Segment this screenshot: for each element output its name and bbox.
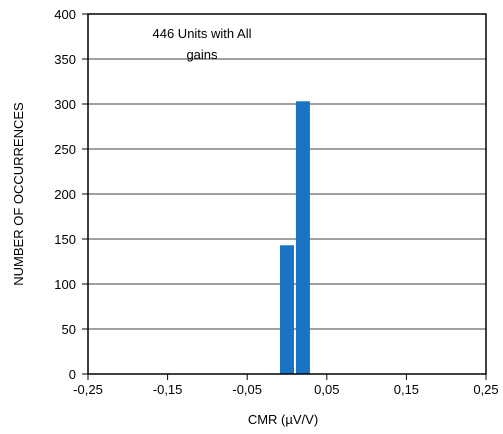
annotation-line-1: 446 Units with All xyxy=(153,26,252,41)
y-tick-labels: 0 50 100 150 200 250 300 350 400 xyxy=(54,7,76,382)
bars xyxy=(280,101,310,375)
x-tick-label: -0,05 xyxy=(232,382,262,397)
y-tick-label: 100 xyxy=(54,277,76,292)
y-tick-label: 350 xyxy=(54,52,76,67)
x-tick-label: 0,25 xyxy=(473,382,498,397)
y-tick-label: 50 xyxy=(62,322,76,337)
x-tick-label: -0,25 xyxy=(73,382,103,397)
grid-lines xyxy=(88,58,486,330)
x-axis-title: CMR (µV/V) xyxy=(248,412,318,427)
y-axis-title: NUMBER OF OCCURRENCES xyxy=(11,102,26,286)
y-tick-label: 400 xyxy=(54,7,76,22)
x-tick-label: 0,15 xyxy=(394,382,419,397)
y-tick-label: 200 xyxy=(54,187,76,202)
y-tick-label: 250 xyxy=(54,142,76,157)
annotation-line-2: gains xyxy=(186,47,218,62)
y-tick-label: 0 xyxy=(69,367,76,382)
x-tick-label: 0,05 xyxy=(314,382,339,397)
y-tick-label: 300 xyxy=(54,97,76,112)
x-tick-labels: -0,25 -0,15 -0,05 0,05 0,15 0,25 xyxy=(73,382,498,397)
x-tick-label: -0,15 xyxy=(153,382,183,397)
axis-ticks xyxy=(82,13,487,380)
y-tick-label: 150 xyxy=(54,232,76,247)
bar-1 xyxy=(295,101,310,375)
bar-0 xyxy=(280,245,294,374)
